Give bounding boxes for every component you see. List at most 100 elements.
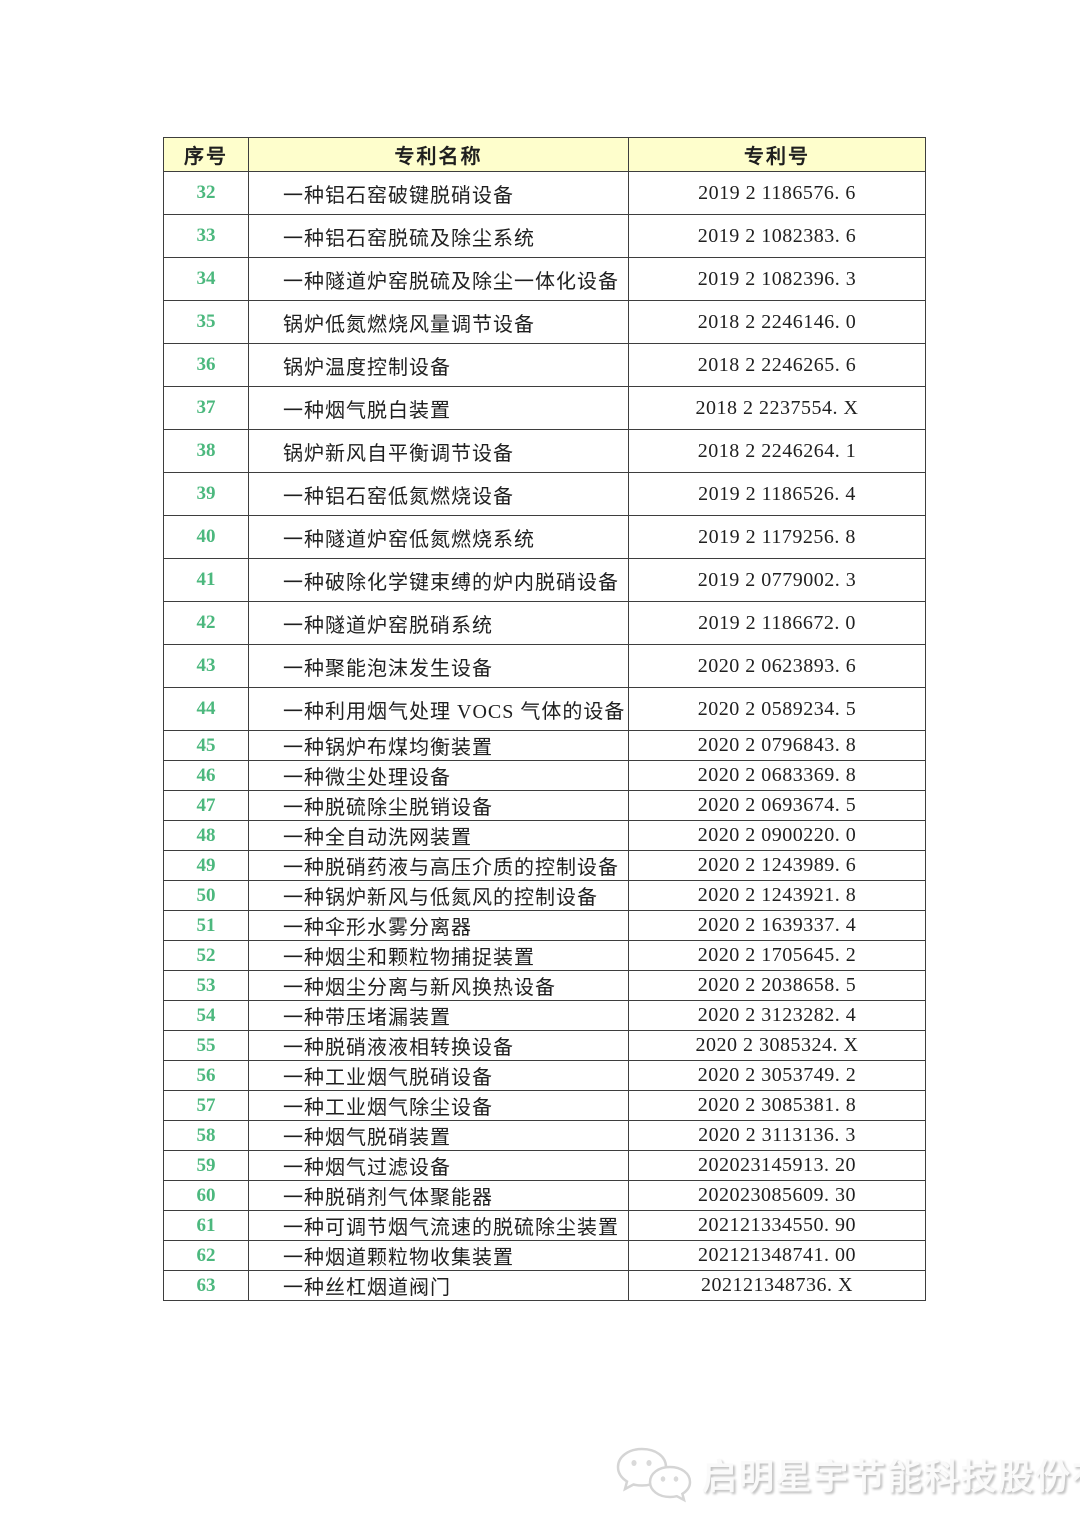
serial-number-cell: 48 bbox=[163, 820, 249, 851]
patent-number-cell: 2020 2 0683369. 8 bbox=[628, 760, 926, 791]
serial-number-cell: 36 bbox=[163, 343, 249, 387]
table-row: 40 一种隧道炉窑低氮燃烧系统 2019 2 1179256. 8 bbox=[163, 515, 926, 559]
table-row: 49 一种脱硝药液与高压介质的控制设备 2020 2 1243989. 6 bbox=[163, 850, 926, 881]
patent-number-cell: 2020 2 0589234. 5 bbox=[628, 687, 926, 731]
patent-number-cell: 2020 2 0693674. 5 bbox=[628, 790, 926, 821]
table-row: 56 一种工业烟气脱硝设备 2020 2 3053749. 2 bbox=[163, 1060, 926, 1091]
serial-number-cell: 44 bbox=[163, 687, 249, 731]
serial-number-cell: 54 bbox=[163, 1000, 249, 1031]
table-row: 63 一种丝杠烟道阀门 202121348736. X bbox=[163, 1270, 926, 1301]
table-row: 58 一种烟气脱硝装置 2020 2 3113136. 3 bbox=[163, 1120, 926, 1151]
table-row: 43 一种聚能泡沫发生设备 2020 2 0623893. 6 bbox=[163, 644, 926, 688]
serial-number-cell: 32 bbox=[163, 171, 249, 215]
patent-number-cell: 2020 2 1705645. 2 bbox=[628, 940, 926, 971]
table-row: 42 一种隧道炉窑脱硝系统 2019 2 1186672. 0 bbox=[163, 601, 926, 645]
patent-name-cell: 一种脱硝液液相转换设备 bbox=[248, 1030, 629, 1061]
serial-number-cell: 50 bbox=[163, 880, 249, 911]
patent-number-cell: 2018 2 2246264. 1 bbox=[628, 429, 926, 473]
serial-number-cell: 39 bbox=[163, 472, 249, 516]
patent-number-cell: 2020 2 0900220. 0 bbox=[628, 820, 926, 851]
patent-number-cell: 2020 2 3085324. X bbox=[628, 1030, 926, 1061]
serial-number-cell: 53 bbox=[163, 970, 249, 1001]
patent-number-cell: 2020 2 0623893. 6 bbox=[628, 644, 926, 688]
serial-number-cell: 34 bbox=[163, 257, 249, 301]
patent-name-cell: 一种工业烟气脱硝设备 bbox=[248, 1060, 629, 1091]
serial-number-cell: 46 bbox=[163, 760, 249, 791]
patent-number-cell: 202023085609. 30 bbox=[628, 1180, 926, 1211]
patent-name-cell: 一种带压堵漏装置 bbox=[248, 1000, 629, 1031]
patent-number-cell: 2020 2 3053749. 2 bbox=[628, 1060, 926, 1091]
serial-number-cell: 51 bbox=[163, 910, 249, 941]
patent-name-cell: 一种铝石窑低氮燃烧设备 bbox=[248, 472, 629, 516]
serial-number-cell: 63 bbox=[163, 1270, 249, 1301]
serial-number-cell: 45 bbox=[163, 730, 249, 761]
table-row: 54 一种带压堵漏装置 2020 2 3123282. 4 bbox=[163, 1000, 926, 1031]
table-row: 36 锅炉温度控制设备 2018 2 2246265. 6 bbox=[163, 343, 926, 387]
serial-number-cell: 60 bbox=[163, 1180, 249, 1211]
patent-name-cell: 一种烟气脱硝装置 bbox=[248, 1120, 629, 1151]
serial-number-cell: 42 bbox=[163, 601, 249, 645]
serial-number-cell: 33 bbox=[163, 214, 249, 258]
table-row: 37 一种烟气脱白装置 2018 2 2237554. X bbox=[163, 386, 926, 430]
table-row: 60 一种脱硝剂气体聚能器 202023085609. 30 bbox=[163, 1180, 926, 1211]
table-row: 38 锅炉新风自平衡调节设备 2018 2 2246264. 1 bbox=[163, 429, 926, 473]
patent-table: 序号 专利名称 专利号 32 一种铝石窑破键脱硝设备 2019 2 1186576.… bbox=[163, 137, 926, 1301]
serial-number-cell: 59 bbox=[163, 1150, 249, 1181]
patent-name-cell: 一种工业烟气除尘设备 bbox=[248, 1090, 629, 1121]
patent-name-cell: 一种烟道颗粒物收集装置 bbox=[248, 1240, 629, 1271]
serial-number-cell: 37 bbox=[163, 386, 249, 430]
table-row: 34 一种隧道炉窑脱硫及除尘一体化设备 2019 2 1082396. 3 bbox=[163, 257, 926, 301]
table-row: 62 一种烟道颗粒物收集装置 202121348741. 00 bbox=[163, 1240, 926, 1271]
table-row: 61 一种可调节烟气流速的脱硫除尘装置 202121334550. 90 bbox=[163, 1210, 926, 1241]
patent-number-cell: 202121334550. 90 bbox=[628, 1210, 926, 1241]
patent-number-cell: 2019 2 1186526. 4 bbox=[628, 472, 926, 516]
patent-name-cell: 一种脱硫除尘脱销设备 bbox=[248, 790, 629, 821]
table-row: 46 一种微尘处理设备 2020 2 0683369. 8 bbox=[163, 760, 926, 791]
table-row: 35 锅炉低氮燃烧风量调节设备 2018 2 2246146. 0 bbox=[163, 300, 926, 344]
patent-name-cell: 一种破除化学键束缚的炉内脱硝设备 bbox=[248, 558, 629, 602]
serial-number-cell: 38 bbox=[163, 429, 249, 473]
patent-number-cell: 2020 2 3123282. 4 bbox=[628, 1000, 926, 1031]
table-row: 53 一种烟尘分离与新风换热设备 2020 2 2038658. 5 bbox=[163, 970, 926, 1001]
serial-number-cell: 52 bbox=[163, 940, 249, 971]
patent-name-cell: 一种烟尘和颗粒物捕捉装置 bbox=[248, 940, 629, 971]
patent-number-cell: 2020 2 2038658. 5 bbox=[628, 970, 926, 1001]
table-row: 47 一种脱硫除尘脱销设备 2020 2 0693674. 5 bbox=[163, 790, 926, 821]
patent-name-cell: 一种脱硝剂气体聚能器 bbox=[248, 1180, 629, 1211]
table-row: 55 一种脱硝液液相转换设备 2020 2 3085324. X bbox=[163, 1030, 926, 1061]
serial-number-cell: 40 bbox=[163, 515, 249, 559]
serial-number-cell: 35 bbox=[163, 300, 249, 344]
patent-number-cell: 2020 2 0796843. 8 bbox=[628, 730, 926, 761]
table-row: 48 一种全自动洗网装置 2020 2 0900220. 0 bbox=[163, 820, 926, 851]
patent-number-cell: 2020 2 1243921. 8 bbox=[628, 880, 926, 911]
patent-number-cell: 2018 2 2237554. X bbox=[628, 386, 926, 430]
patent-number-cell: 2019 2 1186672. 0 bbox=[628, 601, 926, 645]
patent-number-cell: 2020 2 3113136. 3 bbox=[628, 1120, 926, 1151]
column-header-patent-name: 专利名称 bbox=[248, 137, 629, 172]
table-row: 45 一种锅炉布煤均衡装置 2020 2 0796843. 8 bbox=[163, 730, 926, 761]
wechat-icon bbox=[616, 1447, 692, 1503]
patent-name-cell: 一种微尘处理设备 bbox=[248, 760, 629, 791]
patent-number-cell: 202121348736. X bbox=[628, 1270, 926, 1301]
patent-name-cell: 锅炉温度控制设备 bbox=[248, 343, 629, 387]
patent-name-cell: 一种隧道炉窑脱硫及除尘一体化设备 bbox=[248, 257, 629, 301]
patent-name-cell: 锅炉低氮燃烧风量调节设备 bbox=[248, 300, 629, 344]
patent-name-cell: 一种全自动洗网装置 bbox=[248, 820, 629, 851]
watermark: 启明星宇节能科技股份有限公司 bbox=[612, 1443, 1080, 1505]
table-row: 39 一种铝石窑低氮燃烧设备 2019 2 1186526. 4 bbox=[163, 472, 926, 516]
table-row: 33 一种铝石窑脱硫及除尘系统 2019 2 1082383. 6 bbox=[163, 214, 926, 258]
patent-name-cell: 锅炉新风自平衡调节设备 bbox=[248, 429, 629, 473]
patent-number-cell: 2019 2 1179256. 8 bbox=[628, 515, 926, 559]
patent-name-cell: 一种丝杠烟道阀门 bbox=[248, 1270, 629, 1301]
serial-number-cell: 61 bbox=[163, 1210, 249, 1241]
patent-number-cell: 202023145913. 20 bbox=[628, 1150, 926, 1181]
table-header-row: 序号 专利名称 专利号 bbox=[163, 137, 926, 172]
serial-number-cell: 41 bbox=[163, 558, 249, 602]
table-row: 59 一种烟气过滤设备 202023145913. 20 bbox=[163, 1150, 926, 1181]
patent-name-cell: 一种利用烟气处理 VOCS 气体的设备 bbox=[248, 687, 629, 731]
serial-number-cell: 49 bbox=[163, 850, 249, 881]
table-row: 52 一种烟尘和颗粒物捕捉装置 2020 2 1705645. 2 bbox=[163, 940, 926, 971]
patent-name-cell: 一种可调节烟气流速的脱硫除尘装置 bbox=[248, 1210, 629, 1241]
patent-number-cell: 2018 2 2246146. 0 bbox=[628, 300, 926, 344]
